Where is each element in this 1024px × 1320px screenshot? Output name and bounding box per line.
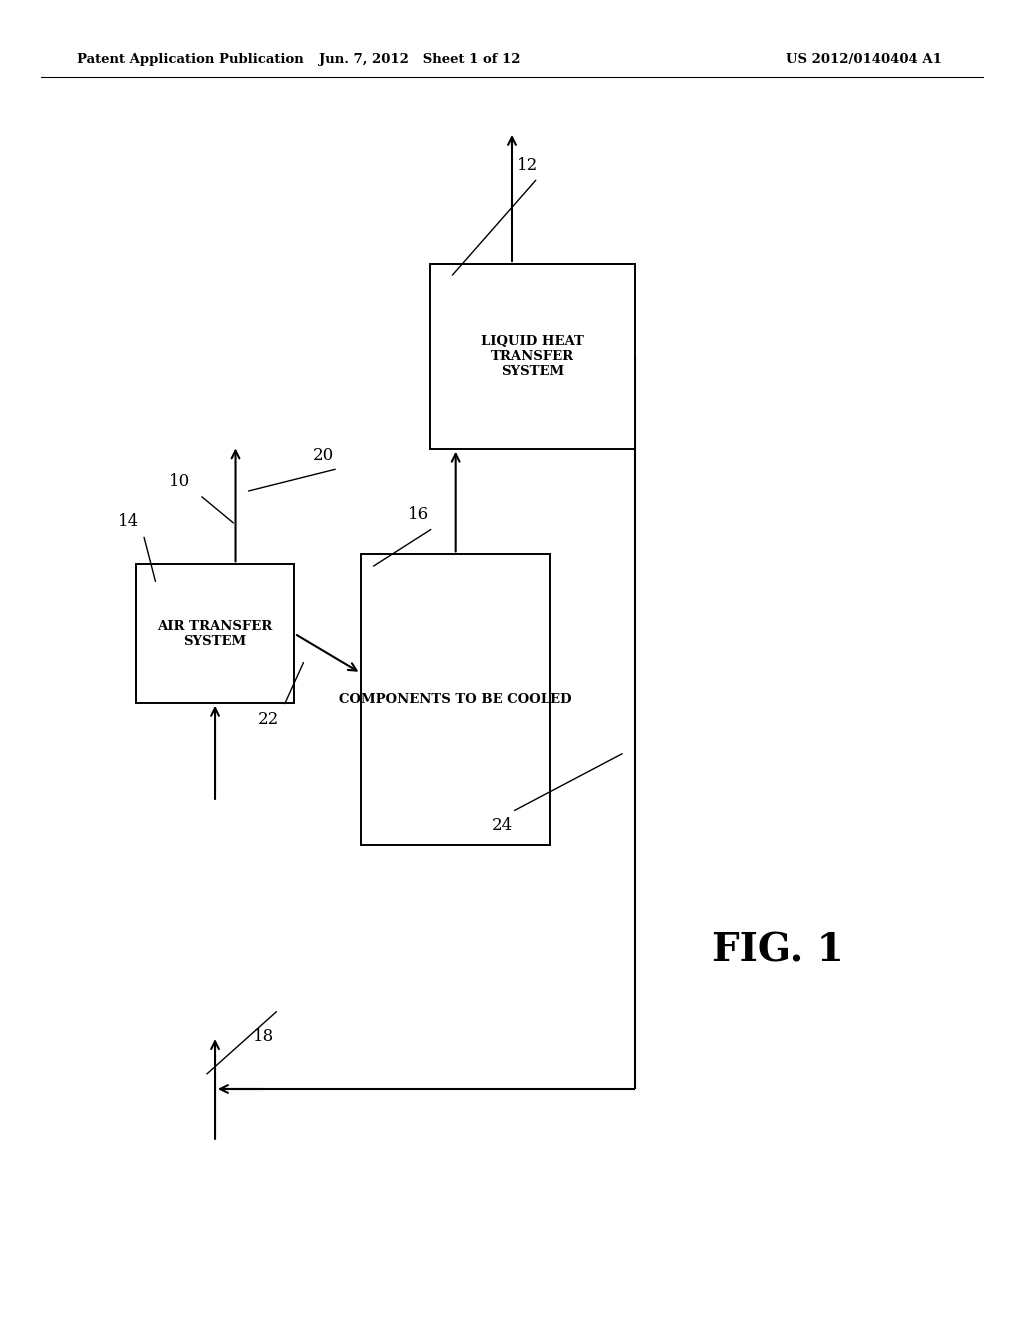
Text: Patent Application Publication: Patent Application Publication bbox=[77, 53, 303, 66]
Text: 16: 16 bbox=[408, 507, 429, 523]
Text: AIR TRANSFER
SYSTEM: AIR TRANSFER SYSTEM bbox=[158, 619, 272, 648]
Text: LIQUID HEAT
TRANSFER
SYSTEM: LIQUID HEAT TRANSFER SYSTEM bbox=[481, 335, 584, 378]
Bar bbox=[430, 264, 635, 449]
Text: 10: 10 bbox=[169, 474, 190, 490]
Text: 24: 24 bbox=[492, 817, 513, 833]
Text: 22: 22 bbox=[258, 711, 280, 727]
Text: FIG. 1: FIG. 1 bbox=[713, 932, 844, 969]
Text: Jun. 7, 2012   Sheet 1 of 12: Jun. 7, 2012 Sheet 1 of 12 bbox=[319, 53, 520, 66]
Text: 18: 18 bbox=[253, 1028, 274, 1044]
Text: 20: 20 bbox=[312, 447, 334, 463]
Bar bbox=[361, 554, 551, 845]
Bar bbox=[135, 565, 295, 702]
Text: COMPONENTS TO BE COOLED: COMPONENTS TO BE COOLED bbox=[339, 693, 572, 706]
Text: 12: 12 bbox=[517, 157, 539, 173]
Text: US 2012/0140404 A1: US 2012/0140404 A1 bbox=[786, 53, 942, 66]
Text: 14: 14 bbox=[118, 513, 139, 529]
